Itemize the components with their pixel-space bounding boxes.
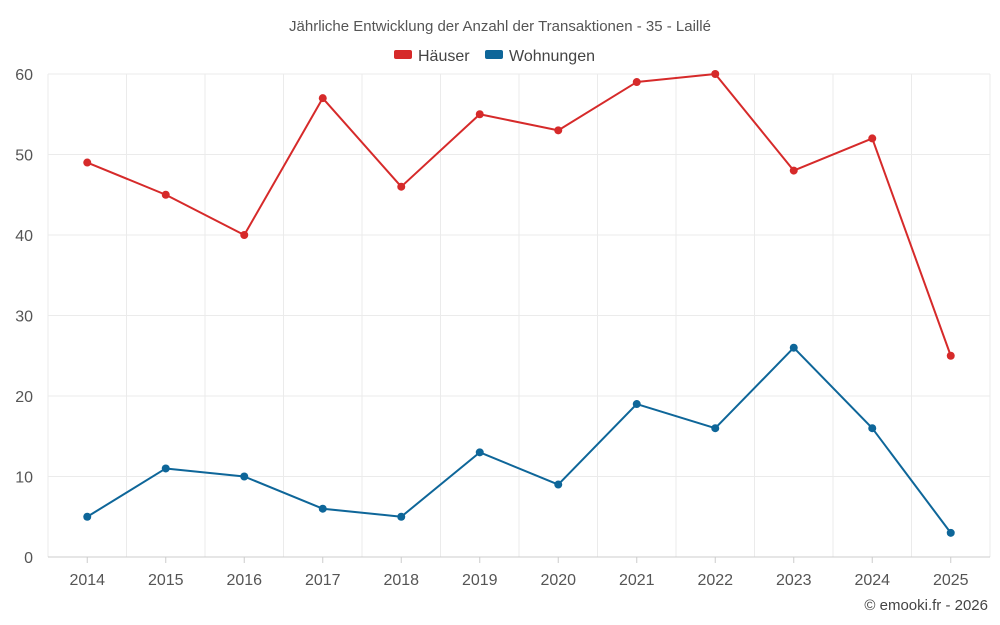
x-tick-label: 2018 xyxy=(383,572,419,589)
data-point[interactable] xyxy=(711,70,720,78)
data-point[interactable] xyxy=(240,472,249,481)
series-line xyxy=(86,73,952,357)
x-tick-label: 2016 xyxy=(226,572,262,589)
data-point[interactable] xyxy=(554,126,563,135)
data-point[interactable] xyxy=(475,110,484,119)
data-point[interactable] xyxy=(632,400,641,409)
credit-text: © emooki.fr - 2026 xyxy=(864,597,988,614)
data-point[interactable] xyxy=(789,343,798,352)
legend-swatch xyxy=(394,50,412,59)
series-line xyxy=(86,346,952,534)
gridlines xyxy=(47,73,991,557)
x-tick-label: 2023 xyxy=(776,572,812,589)
y-tick-label: 20 xyxy=(15,389,33,406)
data-point[interactable] xyxy=(161,190,170,199)
x-tick-label: 2017 xyxy=(305,572,341,589)
legend-item-1[interactable]: Wohnungen xyxy=(485,48,595,65)
x-tick-label: 2019 xyxy=(462,572,498,589)
y-tick-label: 60 xyxy=(15,67,33,84)
series-0 xyxy=(83,70,955,360)
y-tick-label: 0 xyxy=(24,550,33,567)
series-1 xyxy=(83,343,955,537)
x-tick-label: 2021 xyxy=(619,572,655,589)
data-point[interactable] xyxy=(240,231,249,239)
data-point[interactable] xyxy=(318,504,327,513)
y-tick-label: 50 xyxy=(15,148,33,165)
axes: 0 10 20 30 40 50 60 2014 2015 2016 2017 2018 2019 202… xyxy=(15,67,990,589)
y-tick-label: 40 xyxy=(15,228,33,245)
x-tick-label: 2020 xyxy=(540,572,576,589)
data-point[interactable] xyxy=(475,448,484,457)
x-tick-label: 2015 xyxy=(148,572,184,589)
y-tick-label: 10 xyxy=(15,470,33,487)
data-point[interactable] xyxy=(946,528,955,537)
data-point[interactable] xyxy=(318,94,327,103)
y-tick-label: 30 xyxy=(15,309,33,326)
data-point[interactable] xyxy=(554,480,563,489)
x-tick-label: 2022 xyxy=(697,572,733,589)
data-point[interactable] xyxy=(83,512,92,521)
data-point[interactable] xyxy=(711,424,720,433)
legend: Häuser Wohnungen xyxy=(394,48,595,65)
chart-title: Jährliche Entwicklung der Anzahl der Tra… xyxy=(289,18,711,35)
legend-item-0[interactable]: Häuser xyxy=(394,48,470,65)
data-point[interactable] xyxy=(397,182,406,191)
data-point[interactable] xyxy=(83,158,92,167)
data-point[interactable] xyxy=(161,464,170,473)
legend-label: Wohnungen xyxy=(509,48,595,65)
data-point[interactable] xyxy=(946,351,955,360)
legend-swatch xyxy=(485,50,503,59)
data-point[interactable] xyxy=(397,512,406,521)
data-point[interactable] xyxy=(868,424,877,433)
data-point[interactable] xyxy=(789,166,798,175)
legend-label: Häuser xyxy=(418,48,470,65)
data-point[interactable] xyxy=(868,134,877,143)
x-tick-label: 2024 xyxy=(854,572,890,589)
series-layer xyxy=(83,70,955,537)
x-tick-label: 2025 xyxy=(933,572,969,589)
x-tick-label: 2014 xyxy=(69,572,105,589)
data-point[interactable] xyxy=(632,78,641,87)
